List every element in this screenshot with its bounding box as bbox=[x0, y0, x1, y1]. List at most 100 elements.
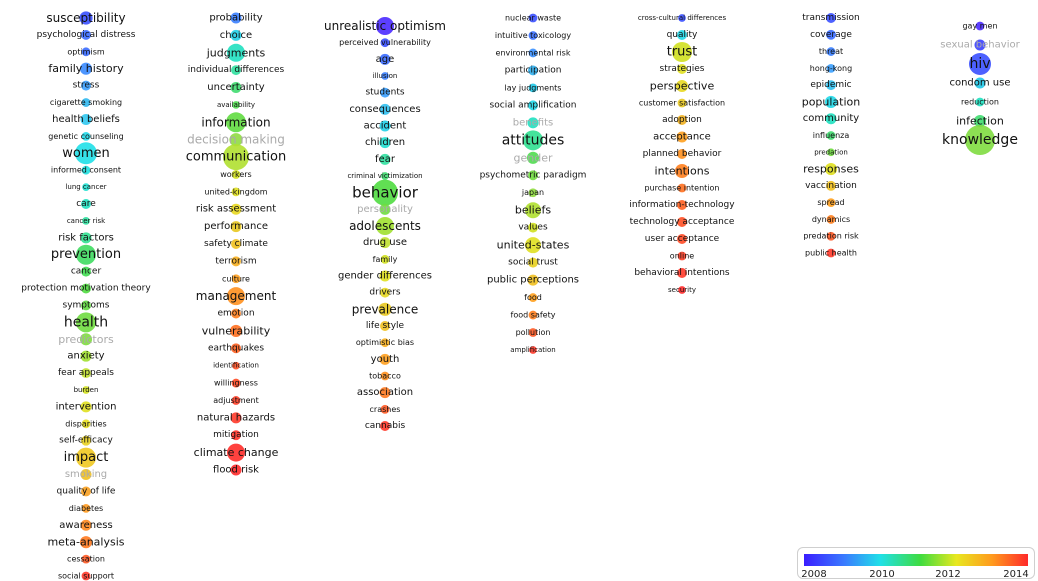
term-label[interactable]: participation bbox=[505, 65, 562, 75]
term-label[interactable]: prevention bbox=[51, 247, 121, 262]
term-label[interactable]: tobacco bbox=[369, 372, 401, 381]
term-label[interactable]: predictors bbox=[58, 333, 114, 346]
term-bubble[interactable] bbox=[825, 113, 837, 125]
term-bubble[interactable] bbox=[677, 149, 687, 159]
term-label[interactable]: accident bbox=[364, 121, 407, 132]
term-label[interactable]: management bbox=[196, 289, 277, 303]
term-bubble[interactable] bbox=[231, 239, 241, 249]
term-bubble[interactable] bbox=[81, 503, 91, 513]
term-label[interactable]: personality bbox=[357, 204, 413, 215]
term-bubble[interactable] bbox=[528, 13, 538, 23]
term-bubble[interactable] bbox=[223, 144, 249, 171]
term-label[interactable]: symptoms bbox=[63, 300, 110, 310]
term-label[interactable]: planned behavior bbox=[643, 149, 722, 159]
term-bubble[interactable] bbox=[230, 221, 242, 233]
term-bubble[interactable] bbox=[231, 274, 241, 284]
term-label[interactable]: united-kingdom bbox=[204, 187, 267, 196]
term-bubble[interactable] bbox=[826, 131, 836, 140]
term-bubble[interactable] bbox=[381, 172, 389, 180]
term-bubble[interactable] bbox=[79, 62, 93, 75]
term-bubble[interactable] bbox=[525, 202, 541, 219]
term-bubble[interactable] bbox=[81, 47, 91, 57]
term-bubble[interactable] bbox=[675, 164, 689, 178]
term-label[interactable]: genetic counseling bbox=[48, 132, 123, 141]
term-bubble[interactable] bbox=[81, 283, 91, 294]
term-label[interactable]: vaccination bbox=[805, 181, 857, 191]
term-label[interactable]: willingness bbox=[214, 379, 258, 388]
term-bubble[interactable] bbox=[231, 378, 241, 388]
term-label[interactable]: strategies bbox=[660, 64, 705, 74]
term-bubble[interactable] bbox=[528, 188, 538, 198]
term-label[interactable]: smoking bbox=[65, 469, 107, 480]
term-bubble[interactable] bbox=[974, 39, 986, 51]
term-bubble[interactable] bbox=[826, 180, 836, 191]
term-bubble[interactable] bbox=[526, 151, 540, 164]
term-label[interactable]: availability bbox=[217, 101, 255, 109]
term-label[interactable]: fear appeals bbox=[58, 368, 114, 378]
term-label[interactable]: lung cancer bbox=[65, 183, 106, 191]
term-bubble[interactable] bbox=[82, 183, 90, 191]
term-bubble[interactable] bbox=[227, 43, 245, 62]
term-bubble[interactable] bbox=[380, 404, 390, 414]
term-bubble[interactable] bbox=[229, 133, 243, 147]
term-bubble[interactable] bbox=[80, 401, 92, 413]
term-label[interactable]: amplification bbox=[510, 346, 555, 354]
term-label[interactable]: consequences bbox=[349, 104, 420, 115]
term-bubble[interactable] bbox=[376, 17, 394, 35]
term-label[interactable]: family bbox=[373, 255, 398, 264]
term-label[interactable]: safety climate bbox=[204, 239, 268, 249]
term-bubble[interactable] bbox=[677, 98, 687, 108]
term-bubble[interactable] bbox=[231, 396, 241, 405]
term-bubble[interactable] bbox=[528, 100, 538, 111]
term-bubble[interactable] bbox=[528, 328, 538, 337]
term-label[interactable]: cross-cultural differences bbox=[638, 14, 727, 22]
term-label[interactable]: life style bbox=[366, 321, 405, 331]
term-bubble[interactable] bbox=[528, 310, 538, 320]
term-label[interactable]: risk factors bbox=[58, 232, 114, 243]
term-bubble[interactable] bbox=[523, 130, 543, 151]
term-bubble[interactable] bbox=[827, 148, 835, 157]
term-bubble[interactable] bbox=[75, 142, 97, 165]
term-bubble[interactable] bbox=[81, 199, 91, 209]
term-bubble[interactable] bbox=[379, 203, 391, 215]
term-bubble[interactable] bbox=[672, 42, 692, 62]
term-bubble[interactable] bbox=[969, 53, 991, 75]
term-label[interactable]: age bbox=[376, 54, 395, 65]
term-bubble[interactable] bbox=[974, 77, 986, 89]
term-bubble[interactable] bbox=[79, 536, 93, 549]
term-label[interactable]: public perceptions bbox=[487, 275, 579, 286]
term-bubble[interactable] bbox=[80, 113, 92, 125]
term-label[interactable]: judgments bbox=[206, 46, 266, 59]
term-bubble[interactable] bbox=[528, 170, 538, 181]
term-label[interactable]: optimism bbox=[67, 47, 105, 56]
term-bubble[interactable] bbox=[231, 343, 241, 354]
term-bubble[interactable] bbox=[231, 170, 241, 179]
term-label[interactable]: intuitive toxicology bbox=[495, 31, 572, 40]
term-bubble[interactable] bbox=[81, 486, 91, 497]
term-bubble[interactable] bbox=[973, 114, 987, 128]
term-bubble[interactable] bbox=[379, 137, 391, 149]
term-label[interactable]: culture bbox=[222, 274, 250, 283]
term-bubble[interactable] bbox=[81, 29, 91, 40]
term-bubble[interactable] bbox=[677, 234, 687, 244]
term-label[interactable]: climate change bbox=[194, 446, 279, 459]
term-label[interactable]: crashes bbox=[370, 405, 401, 414]
term-bubble[interactable] bbox=[678, 14, 686, 22]
term-label[interactable]: reduction bbox=[961, 98, 999, 107]
term-bubble[interactable] bbox=[826, 63, 836, 73]
term-bubble[interactable] bbox=[677, 183, 687, 193]
term-label[interactable]: informed consent bbox=[51, 166, 121, 175]
term-label[interactable]: risk assessment bbox=[196, 204, 276, 215]
term-label[interactable]: health bbox=[64, 314, 108, 330]
term-label[interactable]: emotion bbox=[217, 309, 254, 319]
term-label[interactable]: individual differences bbox=[188, 65, 285, 75]
term-label[interactable]: self-efficacy bbox=[59, 436, 113, 446]
term-label[interactable]: drivers bbox=[369, 288, 400, 298]
term-label[interactable]: cancer risk bbox=[67, 217, 106, 225]
term-bubble[interactable] bbox=[528, 65, 538, 76]
term-bubble[interactable] bbox=[380, 254, 390, 264]
term-label[interactable]: benefits bbox=[513, 117, 553, 128]
term-label[interactable]: optimistic bias bbox=[356, 338, 414, 347]
term-bubble[interactable] bbox=[379, 237, 391, 249]
term-label[interactable]: anxiety bbox=[67, 351, 104, 362]
